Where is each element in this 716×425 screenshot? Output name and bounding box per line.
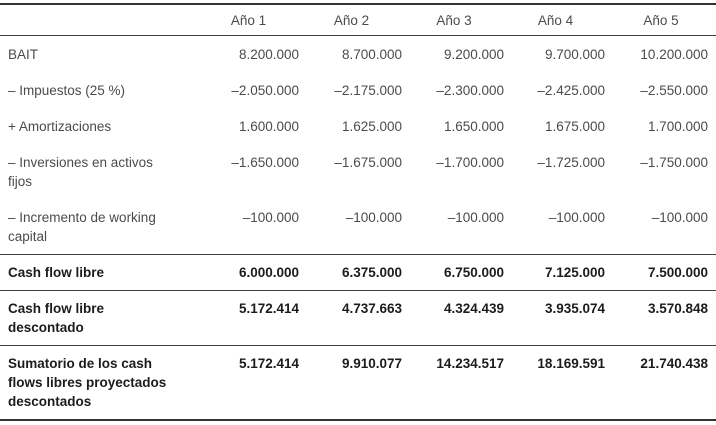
- table-row: + Amortizaciones 1.600.000 1.625.000 1.650.…: [0, 108, 716, 144]
- value-cell-year-3: 6.750.000: [403, 254, 505, 291]
- table-row: – Impuestos (25 %) –2.050.000 –2.175.000 –2…: [0, 72, 716, 108]
- value-cell-year-1: 6.000.000: [197, 254, 300, 291]
- value-cell-year-2: –2.175.000: [334, 82, 402, 98]
- table-row: Cash flow libre 6.000.000 6.375.000 6.750.0…: [0, 254, 716, 291]
- row-label: – Impuestos (25 %): [8, 82, 126, 98]
- value-cell-year-3: 9.200.000: [443, 46, 504, 62]
- cash-flow-projection-table: Año 1 Año 2 Año 3 Año 4 Año 5 BAIT 8.200.000 8…: [0, 3, 716, 421]
- value-cell-year-1: –2.050.000: [231, 82, 299, 98]
- value-cell-year-4: 3.935.074: [505, 290, 606, 346]
- value-cell-year-2: –100.000: [345, 209, 402, 225]
- value-cell-year-4: 18.169.591: [505, 345, 606, 420]
- value-cell-year-3: –2.300.000: [436, 82, 504, 98]
- value-cell-year-4: –1.725.000: [537, 154, 605, 170]
- header-row: Año 1 Año 2 Año 3 Año 4 Año 5: [0, 4, 716, 36]
- table-row: Sumatorio de los cash flows libres proye…: [0, 345, 716, 420]
- value-cell-year-5: –100.000: [651, 209, 708, 225]
- row-label: Cash flow libre: [0, 254, 197, 291]
- value-cell-year-1: 1.600.000: [238, 118, 299, 134]
- value-cell-year-2: –1.675.000: [334, 154, 402, 170]
- table-row: BAIT 8.200.000 8.700.000 9.200.000 9.700.000…: [0, 36, 716, 73]
- column-header-year-3: Año 3: [403, 4, 505, 36]
- value-cell-year-4: 9.700.000: [544, 46, 605, 62]
- value-cell-year-3: 14.234.517: [403, 345, 505, 420]
- row-label: + Amortizaciones: [8, 118, 112, 134]
- row-label: – Inversiones en activos fijos: [8, 154, 153, 189]
- row-label: Cash flow libre descontado: [0, 290, 197, 346]
- value-cell-year-5: 21.740.438: [606, 345, 716, 420]
- row-label: – Incremento de working capital: [8, 209, 156, 244]
- value-cell-year-5: –2.550.000: [640, 82, 708, 98]
- value-cell-year-2: 9.910.077: [300, 345, 403, 420]
- value-cell-year-4: –2.425.000: [537, 82, 605, 98]
- row-label: Sumatorio de los cash flows libres proye…: [0, 345, 197, 420]
- column-header-year-4: Año 4: [505, 4, 606, 36]
- row-label-column-header: [0, 4, 197, 36]
- row-label: BAIT: [8, 46, 39, 62]
- value-cell-year-1: 5.172.414: [197, 290, 300, 346]
- column-header-year-5: Año 5: [606, 4, 716, 36]
- value-cell-year-5: 10.200.000: [640, 46, 708, 62]
- column-header-year-2: Año 2: [300, 4, 403, 36]
- value-cell-year-3: 1.650.000: [443, 118, 504, 134]
- table-body: BAIT 8.200.000 8.700.000 9.200.000 9.700.000…: [0, 36, 716, 420]
- value-cell-year-2: 6.375.000: [300, 254, 403, 291]
- value-cell-year-5: –1.750.000: [640, 154, 708, 170]
- value-cell-year-2: 8.700.000: [341, 46, 402, 62]
- value-cell-year-1: –1.650.000: [231, 154, 299, 170]
- table-row: – Inversiones en activos fijos –1.650.000…: [0, 144, 716, 199]
- value-cell-year-4: 1.675.000: [544, 118, 605, 134]
- value-cell-year-1: 8.200.000: [238, 46, 299, 62]
- value-cell-year-5: 1.700.000: [647, 118, 708, 134]
- table-row: – Incremento de working capital –100.000 –…: [0, 199, 716, 255]
- column-header-year-1: Año 1: [197, 4, 300, 36]
- table-row: Cash flow libre descontado 5.172.414 4.737…: [0, 290, 716, 346]
- value-cell-year-4: 7.125.000: [505, 254, 606, 291]
- value-cell-year-1: –100.000: [242, 209, 299, 225]
- value-cell-year-3: –1.700.000: [436, 154, 504, 170]
- value-cell-year-1: 5.172.414: [197, 345, 300, 420]
- value-cell-year-2: 1.625.000: [341, 118, 402, 134]
- value-cell-year-5: 7.500.000: [606, 254, 716, 291]
- value-cell-year-4: –100.000: [548, 209, 605, 225]
- value-cell-year-5: 3.570.848: [606, 290, 716, 346]
- value-cell-year-3: –100.000: [447, 209, 504, 225]
- value-cell-year-2: 4.737.663: [300, 290, 403, 346]
- value-cell-year-3: 4.324.439: [403, 290, 505, 346]
